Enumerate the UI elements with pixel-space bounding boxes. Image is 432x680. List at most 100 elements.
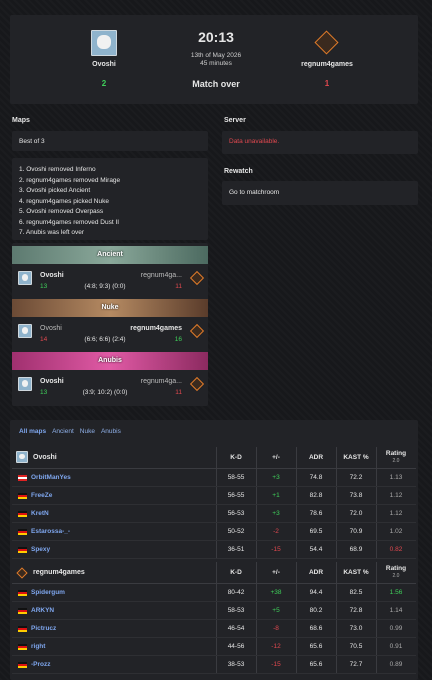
table-header [12, 562, 416, 584]
column-header: +/- [272, 454, 280, 461]
stat-cell: 1.12 [389, 510, 403, 517]
table-row [12, 541, 416, 559]
column-header: 2.0 [392, 573, 400, 579]
stat-cell: +1 [272, 492, 280, 499]
stat-cell: 46-54 [227, 625, 245, 632]
stat-cell: 73.0 [349, 625, 363, 632]
avatar-face [97, 35, 111, 49]
match-date: 13th of May 2026 [190, 52, 242, 59]
map-team1: Ovoshi [40, 378, 64, 385]
stat-cell: 36-51 [227, 546, 245, 553]
column-header: KAST % [343, 454, 369, 461]
team-avatar [18, 377, 32, 391]
player-name[interactable]: Spexy [31, 546, 51, 553]
veto-box [12, 158, 208, 240]
stat-cell: 56-55 [227, 492, 245, 499]
player-name[interactable]: right [31, 643, 46, 650]
table-row [12, 584, 416, 602]
column-divider [216, 447, 217, 559]
column-divider [256, 447, 257, 559]
column-divider [296, 562, 297, 674]
stat-cell: 74.8 [309, 474, 323, 481]
match-header [10, 15, 418, 104]
stat-cell: +38 [270, 589, 282, 596]
column-header: 2.0 [392, 458, 400, 464]
map-tab[interactable]: Anubis [100, 428, 121, 435]
stat-cell: 82.5 [349, 589, 363, 596]
best-of-box [12, 131, 208, 151]
stat-cell: 1.14 [389, 607, 403, 614]
map-tab[interactable]: Ancient [52, 428, 74, 435]
player-name[interactable]: OrbitManYes [31, 474, 71, 481]
player-flag [18, 590, 27, 596]
stat-cell: 0.82 [389, 546, 403, 553]
server-box [222, 131, 418, 154]
map-score1: 14 [40, 336, 48, 343]
rewatch-box [222, 181, 418, 205]
column-header: KAST % [343, 569, 369, 576]
player-name[interactable]: ARKYN [31, 607, 55, 614]
player-flag [18, 529, 27, 535]
avatar-face [21, 380, 29, 387]
stat-cell: 1.13 [389, 474, 403, 481]
stat-cell: -12 [271, 643, 281, 650]
match-status: Match over [192, 79, 240, 89]
section-title: Maps [12, 117, 30, 124]
map-banner[interactable]: Anubis [12, 352, 208, 370]
stat-cell: 72.0 [349, 510, 363, 517]
player-name[interactable]: Pictrucz [31, 625, 57, 632]
table-header [12, 447, 416, 469]
avatar-face [21, 274, 29, 281]
player-name[interactable]: -Prozz [31, 661, 51, 668]
column-divider [216, 562, 217, 674]
map-score2: 11 [175, 283, 182, 290]
stat-cell: 1.12 [389, 492, 403, 499]
map-tab[interactable]: All maps [19, 428, 47, 435]
map-detail: (4:8; 9:3) (0:0) [84, 283, 126, 290]
column-divider [376, 447, 377, 559]
map-banner[interactable]: Ancient [12, 246, 208, 264]
map-team2: regnum4games [130, 325, 182, 332]
map-score2: 16 [174, 336, 182, 343]
map-tab[interactable]: Nuke [79, 428, 95, 435]
player-name[interactable]: KretN [31, 510, 49, 517]
veto-step: 6. regnum4games removed Dust II [19, 218, 120, 226]
team2-name: regnum4games [301, 61, 353, 68]
stat-cell: 0.89 [389, 661, 403, 668]
column-header: Rating [385, 450, 407, 457]
avatar-face [19, 453, 25, 460]
player-name[interactable]: Spidergum [31, 589, 65, 596]
column-header: Rating [385, 565, 407, 572]
section-title: Server [224, 117, 246, 124]
player-flag [18, 644, 27, 650]
player-flag [18, 511, 27, 517]
column-divider [336, 562, 337, 674]
team1-name: Ovoshi [92, 61, 116, 68]
column-header: K-D [230, 569, 242, 576]
table-row [12, 656, 416, 674]
stats-panel [10, 420, 418, 680]
player-name[interactable]: FreeZe [31, 492, 53, 499]
match-duration: 45 minutes [200, 60, 232, 67]
player-flag [18, 547, 27, 553]
team-name: regnum4games [33, 569, 85, 576]
stat-cell: 80.2 [309, 607, 323, 614]
stat-cell: 54.4 [309, 546, 323, 553]
player-name[interactable]: Estarossa-_- [31, 528, 71, 535]
stat-cell: 50-52 [227, 528, 245, 535]
map-team2: regnum4ga... [140, 378, 182, 385]
team1-score: 2 [101, 79, 107, 88]
player-flag [18, 608, 27, 614]
best-of: Best of 3 [19, 138, 45, 145]
map-team2: regnum4ga... [140, 272, 182, 279]
server-message: Data unavailable. [229, 138, 280, 145]
matchroom-link[interactable]: Go to matchroom [229, 189, 280, 196]
stat-cell: 72.7 [349, 661, 363, 668]
map-score1: 13 [40, 283, 48, 290]
stat-cell: 0.99 [389, 625, 403, 632]
map-name: Nuke [101, 304, 119, 311]
veto-step: 2. regnum4games removed Mirage [19, 176, 121, 184]
map-banner[interactable]: Nuke [12, 299, 208, 317]
stat-cell: 80-42 [227, 589, 245, 596]
